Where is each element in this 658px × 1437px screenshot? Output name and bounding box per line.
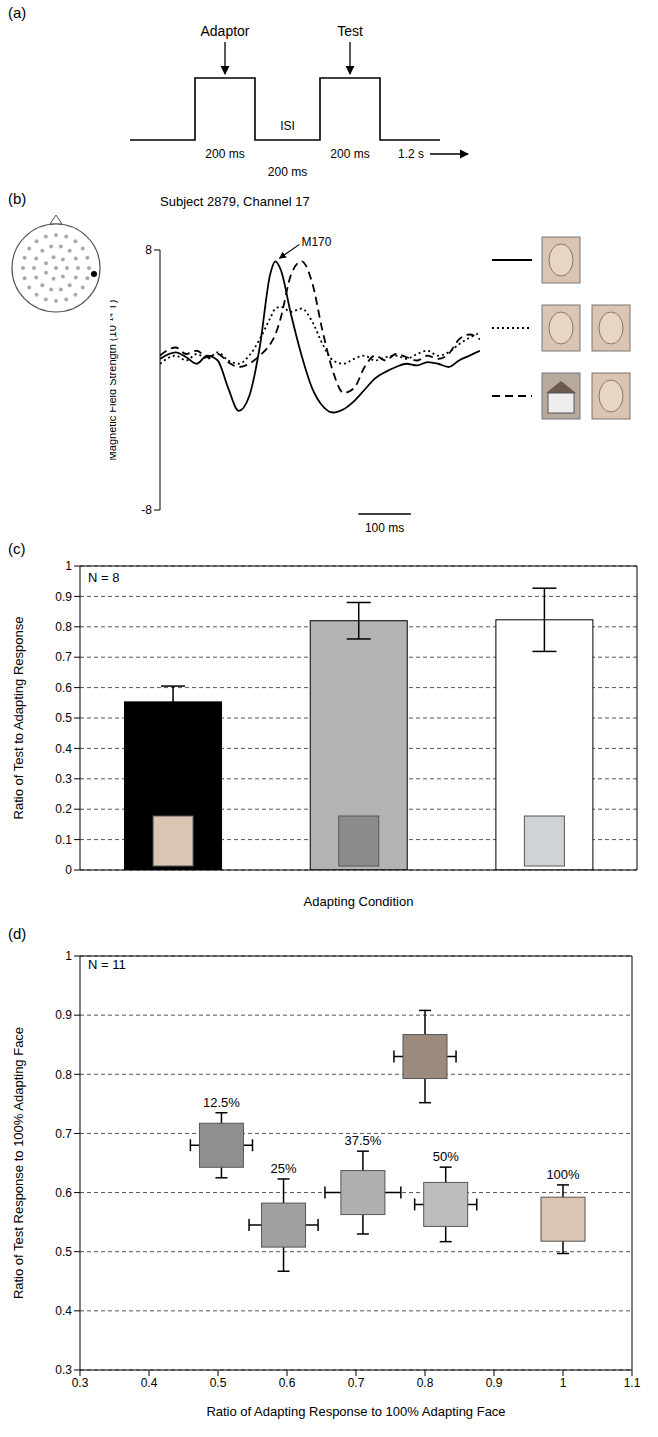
svg-text:0: 0: [65, 863, 72, 877]
svg-text:Ratio of Test Response to 100%: Ratio of Test Response to 100% Adapting …: [11, 1027, 26, 1299]
html-text:N = 8: N = 8: [88, 570, 120, 585]
svg-text:0.9: 0.9: [486, 1376, 503, 1390]
svg-text:1: 1: [560, 1376, 567, 1390]
svg-text:Test: Test: [337, 23, 363, 39]
svg-text:0.7: 0.7: [55, 650, 72, 664]
svg-text:0.7: 0.7: [348, 1376, 365, 1390]
svg-text:0.4: 0.4: [141, 1376, 158, 1390]
svg-text:Ratio of Adapting Response to: Ratio of Adapting Response to 100% Adapt…: [206, 1404, 505, 1419]
svg-text:0.3: 0.3: [55, 772, 72, 786]
svg-text:(a): (a): [8, 4, 26, 21]
svg-text:Magnetic Field Strength (10⁻¹⁴: Magnetic Field Strength (10⁻¹⁴ T): [110, 300, 118, 461]
svg-text:200 ms: 200 ms: [330, 147, 369, 161]
svg-text:200 ms: 200 ms: [268, 165, 307, 179]
svg-text:0.9: 0.9: [55, 590, 72, 604]
html-text:N = 11: N = 11: [88, 957, 126, 972]
svg-text:0.6: 0.6: [55, 681, 72, 695]
html-text:(d): (d): [8, 925, 27, 942]
svg-text:100 ms: 100 ms: [365, 521, 404, 535]
html-text:(c): (c): [8, 540, 26, 557]
svg-text:37.5%: 37.5%: [344, 1133, 381, 1148]
svg-text:50%: 50%: [433, 1149, 459, 1164]
html-text:(b): (b): [8, 190, 27, 207]
html-text:Subject 2879, Channel 17: Subject 2879, Channel 17: [160, 194, 310, 209]
svg-text:1.1: 1.1: [624, 1376, 641, 1390]
svg-text:0.6: 0.6: [55, 1186, 72, 1200]
svg-text:12.5%: 12.5%: [203, 1095, 240, 1110]
svg-text:0.3: 0.3: [72, 1376, 89, 1390]
svg-text:0.8: 0.8: [417, 1376, 434, 1390]
svg-text:Ratio of Test to Adapting Resp: Ratio of Test to Adapting Response: [11, 617, 26, 820]
svg-text:0.8: 0.8: [55, 620, 72, 634]
svg-text:0.7: 0.7: [55, 1127, 72, 1141]
svg-text:1: 1: [65, 949, 72, 963]
svg-text:M170: M170: [301, 235, 331, 249]
svg-text:ISI: ISI: [280, 119, 295, 133]
svg-text:25%: 25%: [271, 1161, 297, 1176]
svg-text:8: 8: [145, 243, 152, 257]
svg-text:1.2 s: 1.2 s: [398, 147, 424, 161]
svg-text:0.5: 0.5: [55, 711, 72, 725]
svg-text:0.4: 0.4: [55, 1304, 72, 1318]
svg-text:0.9: 0.9: [55, 1008, 72, 1022]
svg-text:1: 1: [65, 559, 72, 573]
svg-text:Adapting Condition: Adapting Condition: [304, 894, 414, 909]
svg-text:0.4: 0.4: [55, 742, 72, 756]
svg-text:-8: -8: [141, 503, 152, 517]
svg-text:200 ms: 200 ms: [205, 147, 244, 161]
svg-text:Adaptor: Adaptor: [200, 23, 249, 39]
svg-text:0.5: 0.5: [210, 1376, 227, 1390]
svg-text:0.3: 0.3: [55, 1363, 72, 1377]
svg-text:0.5: 0.5: [55, 1245, 72, 1259]
svg-text:0.6: 0.6: [279, 1376, 296, 1390]
svg-text:0.2: 0.2: [55, 802, 72, 816]
svg-text:100%: 100%: [546, 1167, 580, 1182]
svg-text:0.8: 0.8: [55, 1068, 72, 1082]
svg-text:0.1: 0.1: [55, 833, 72, 847]
